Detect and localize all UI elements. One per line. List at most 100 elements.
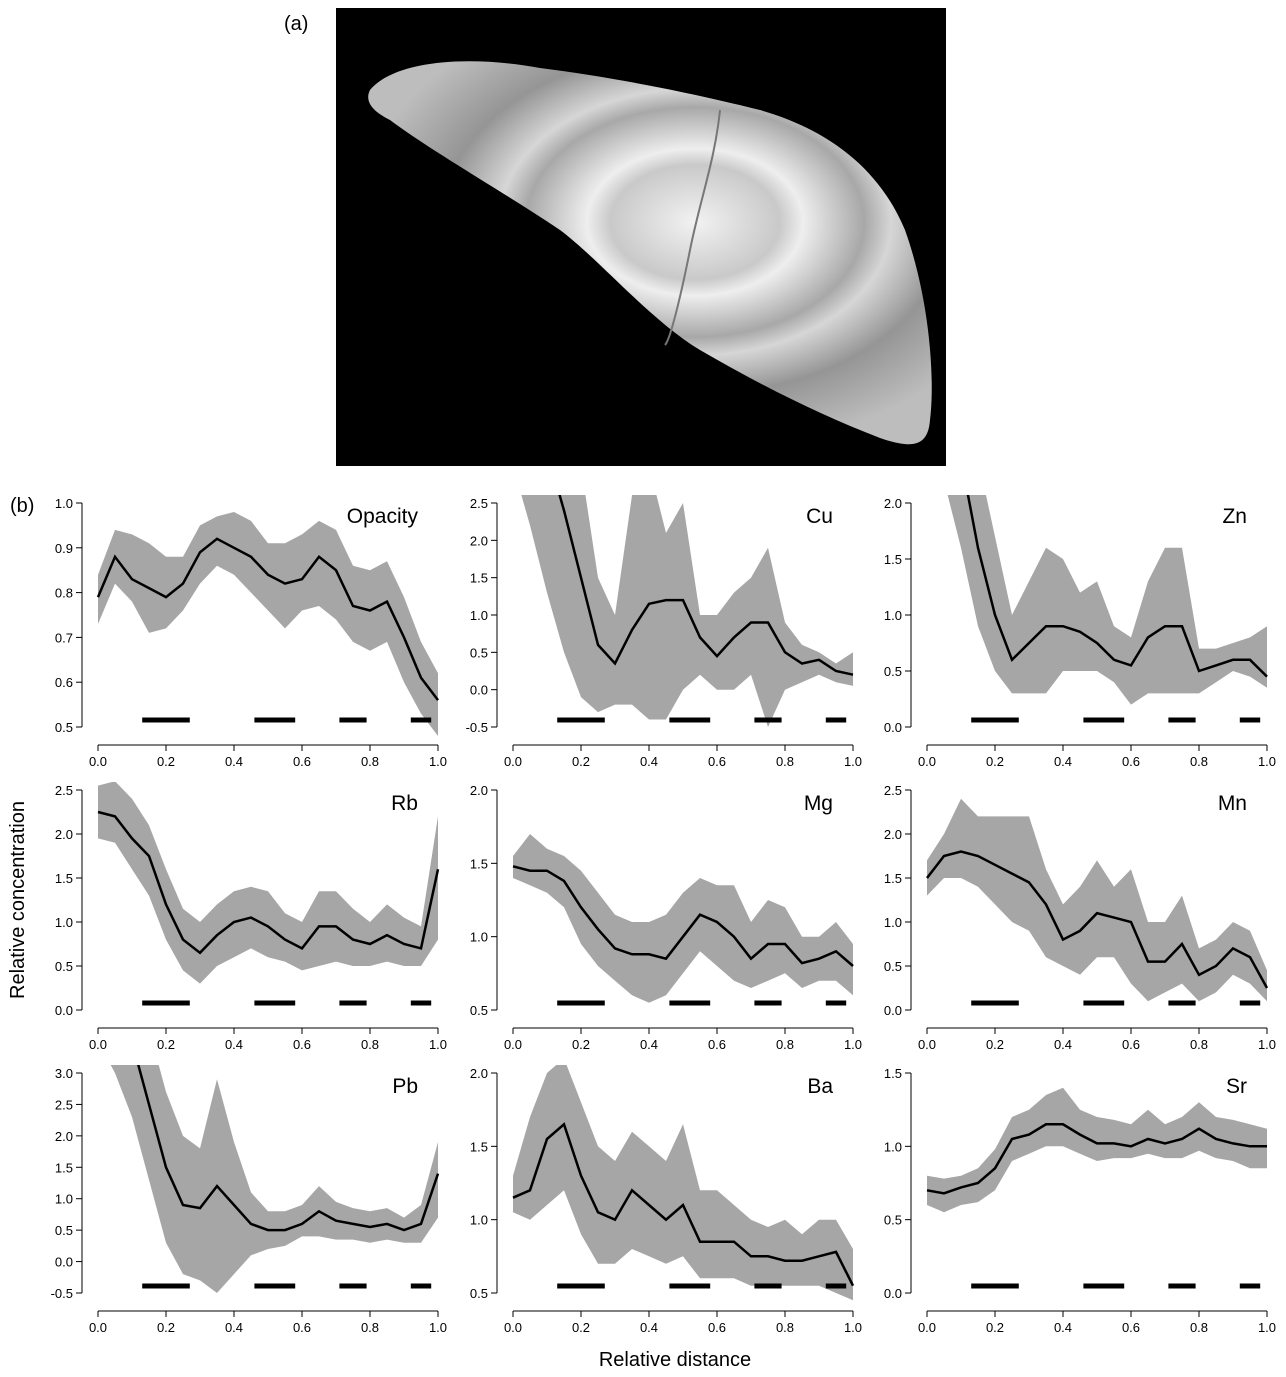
mean-line [926,1123,1267,1195]
y-tick-label: 3.0 [55,1066,73,1081]
y-tick-label: 2.5 [884,783,902,798]
x-tick-label: 1.0 [844,1037,862,1052]
x-tick-label: 0.8 [776,1320,794,1335]
x-tick-label: 0.2 [986,1320,1004,1335]
confidence-band [110,1065,438,1293]
x-tick-label: 0.6 [1122,754,1140,769]
panel: -0.5 0.0 0.5 1.0 1.5 2.0 2.5 0.0 0.2 0.4 0.6 0.8 1.0… [466,495,862,769]
x-tick-label: 0.8 [776,754,794,769]
x-tick-label: 0.6 [293,754,311,769]
plot-area [521,495,854,727]
y-tick-label: 0.5 [884,1213,902,1228]
y-tick-label: 2.5 [55,1097,73,1112]
y-tick-label: 2.0 [470,1066,488,1081]
mean-line [926,850,1269,989]
panel-title: Rb [391,792,418,815]
x-tick-label: 0.0 [504,1037,522,1052]
x-tick-label: 0.0 [918,1320,936,1335]
y-tick-label: 1.0 [470,608,488,623]
x-tick-label: 0.6 [1122,1320,1140,1335]
y-tick-label: 1.0 [884,608,902,623]
y-tick-label: 1.5 [470,571,488,586]
panel: 0.0 0.5 1.0 1.5 2.0 2.5 0.0 0.2 0.4 0.6 0.8 1.0 Mn [884,783,1276,1052]
y-tick-label: 0.5 [470,1286,488,1301]
x-tick-label: 0.2 [157,1320,175,1335]
y-tick-label: 0.7 [55,630,73,645]
panel: 0.5 1.0 1.5 2.0 0.0 0.2 0.4 0.6 0.8 1.0 Ba [470,1065,862,1335]
x-tick-label: 0.0 [918,1037,936,1052]
x-tick-label: 0.2 [157,1037,175,1052]
plot-area [512,834,854,1003]
x-tick-label: 0.2 [986,754,1004,769]
mean-line [558,495,854,676]
y-tick-label: 1.5 [884,871,902,886]
y-tick-label: 2.0 [884,496,902,511]
x-tick-label: 0.2 [157,754,175,769]
y-tick-label: -0.5 [51,1286,73,1301]
y-tick-label: 0.5 [470,645,488,660]
panel: 0.0 0.5 1.0 1.5 2.0 2.5 0.0 0.2 0.4 0.6 0.8 1.0 Rb [55,782,447,1052]
x-tick-label: 0.8 [1190,1037,1208,1052]
y-tick-label: 2.0 [55,1129,73,1144]
y-tick-label: 2.0 [884,827,902,842]
confidence-band [927,1087,1267,1213]
plot-area [947,495,1268,705]
plot-area [926,1087,1267,1213]
panel: -0.5 0.0 0.5 1.0 1.5 2.0 2.5 3.0 0.0 0.2 0.4 0.6 0.8… [51,1065,447,1335]
y-tick-label: 0.5 [884,664,902,679]
y-tick-label: 1.5 [470,856,488,871]
x-tick-label: 0.0 [89,754,107,769]
y-tick-label: 1.5 [55,1160,73,1175]
mean-line [97,810,440,955]
y-axis-label: Relative concentration [7,801,29,999]
mean-line [96,537,439,701]
y-tick-label: 1.0 [884,1139,902,1154]
panel-title: Pb [392,1075,418,1098]
y-tick-label: -0.5 [466,720,488,735]
otolith [368,61,932,445]
x-tick-label: 0.4 [225,1320,243,1335]
y-tick-label: 2.5 [470,496,488,511]
x-tick-label: 1.0 [844,754,862,769]
y-tick-label: 0.0 [55,1003,73,1018]
x-tick-label: 0.2 [572,1320,590,1335]
otolith-crack [664,109,721,346]
panel: 0.0 0.5 1.0 1.5 0.0 0.2 0.4 0.6 0.8 1.0 Sr [884,1066,1276,1335]
y-tick-label: 0.9 [55,541,73,556]
mean-line [512,1122,855,1287]
panel-title: Mn [1218,792,1247,815]
mean-line [137,1065,440,1232]
x-tick-label: 0.8 [361,1037,379,1052]
x-tick-label: 0.4 [1054,1320,1072,1335]
x-tick-label: 0.0 [504,754,522,769]
panel: 0.0 0.5 1.0 1.5 2.0 0.0 0.2 0.4 0.6 0.8 1.0 Zn [884,495,1276,769]
x-tick-label: 0.4 [225,1037,243,1052]
y-tick-label: 0.0 [470,683,488,698]
y-tick-label: 0.5 [55,1223,73,1238]
confidence-band [947,495,1267,705]
x-tick-label: 1.0 [1258,1037,1276,1052]
x-tick-label: 0.6 [293,1037,311,1052]
confidence-band [98,512,438,736]
x-tick-label: 0.0 [89,1320,107,1335]
confidence-band [513,1065,853,1301]
x-tick-label: 1.0 [1258,1320,1276,1335]
x-tick-label: 0.8 [1190,1320,1208,1335]
x-tick-label: 0.0 [504,1320,522,1335]
panel-title: Ba [807,1075,833,1098]
plot-area [512,1065,855,1301]
x-tick-label: 0.6 [708,754,726,769]
y-tick-label: 0.8 [55,586,73,601]
y-tick-label: 1.5 [470,1139,488,1154]
panel-label: (b) [10,495,34,517]
x-tick-label: 1.0 [844,1320,862,1335]
panel-title: Sr [1226,1075,1247,1098]
y-tick-label: 1.0 [55,496,73,511]
x-tick-label: 0.2 [986,1037,1004,1052]
x-tick-label: 0.4 [640,1037,658,1052]
panel-title: Cu [806,505,833,528]
x-axis-label: Relative distance [599,1349,751,1371]
x-tick-label: 0.6 [1122,1037,1140,1052]
y-tick-label: 0.5 [470,1003,488,1018]
